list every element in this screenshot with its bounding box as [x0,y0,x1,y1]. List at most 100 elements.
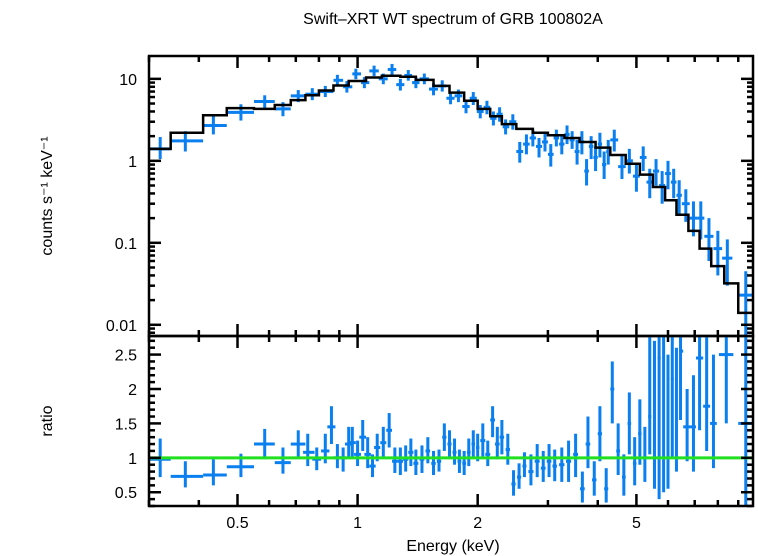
spectrum-y-ticks: 10 1 0.1 0.01 [106,72,753,335]
data-point [621,454,626,496]
data-point [290,430,306,458]
data-point [683,388,691,462]
data-point [333,444,342,469]
data-point [681,189,690,222]
data-point [670,168,677,199]
ratio-frame [147,334,755,508]
data-point [632,437,637,486]
data-point [569,131,575,149]
data-point [343,81,353,93]
data-point [534,444,540,478]
data-point [392,447,398,473]
data-point [657,336,661,500]
data-point [648,337,652,455]
data-point [540,450,546,482]
data-point [452,438,457,465]
spectrum-data-points [149,63,753,336]
data-point [546,444,552,478]
data-point [584,159,589,186]
data-point [364,437,371,469]
axes-frame [147,334,755,508]
data-point [627,392,632,455]
data-point [639,146,647,172]
data-point [446,92,455,105]
data-point [490,406,495,438]
data-point [722,239,733,286]
data-point [604,468,609,503]
data-point [431,450,436,476]
data-point [485,440,491,467]
data-point [610,129,619,152]
data-point [333,74,344,86]
data-point [386,413,393,448]
data-point [226,104,255,121]
data-point [704,218,714,262]
data-point [559,447,565,482]
data-point [552,449,557,482]
data-point [476,104,484,119]
data-point [718,336,734,424]
x-ticks: 0.5 1 2 5 [147,56,740,532]
data-point [471,430,476,458]
data-point [170,461,204,488]
y-tick-label: 1.5 [115,416,137,433]
data-point [494,426,500,460]
data-point [523,134,530,155]
data-point [466,438,471,467]
data-point [483,100,491,115]
data-point [535,137,543,158]
data-point [616,423,621,476]
data-point [496,107,503,122]
data-point [511,470,516,496]
y-tick-label: 2.5 [115,348,137,365]
data-point [274,447,291,474]
data-point [638,399,642,465]
data-point [442,423,447,451]
data-point [695,336,704,431]
data-point [666,354,670,489]
data-point [348,426,356,458]
data-point [652,340,657,489]
ratio-y-ticks: 2.5 2 1.5 1 0.5 [115,339,753,508]
data-point [593,146,598,172]
data-point [469,92,477,105]
data-point [303,433,315,467]
data-point [597,132,603,158]
data-point [327,406,336,445]
data-point [710,354,717,469]
data-point [396,78,405,91]
data-point [559,134,565,155]
data-point [652,159,660,186]
x-tick-label: 2 [473,515,482,532]
data-point [408,438,414,467]
data-point [690,375,696,472]
data-point [565,440,572,482]
data-point [665,160,671,190]
data-point [505,433,510,465]
y-tick-label: 10 [119,72,137,89]
x-axis-label: Energy (keV) [406,538,499,555]
data-point [618,154,626,180]
data-point [462,100,470,114]
data-point [579,471,585,503]
data-point [203,459,227,486]
data-point [425,437,431,464]
y-tick-label: 0.5 [115,485,137,502]
data-point [369,65,379,77]
data-point [436,449,442,472]
data-point [380,426,387,458]
data-point [713,230,723,276]
data-point [610,361,615,424]
data-point [679,336,684,420]
data-point [404,70,413,81]
data-point [528,454,534,486]
data-point [553,129,560,147]
data-point [574,139,580,165]
ratio-panel: 2.5 2 1.5 1 0.5 ratio [39,334,755,508]
data-point [674,347,678,472]
data-point [676,180,682,215]
data-point [359,419,367,451]
data-point [462,450,467,476]
model-step-curve [149,74,753,315]
